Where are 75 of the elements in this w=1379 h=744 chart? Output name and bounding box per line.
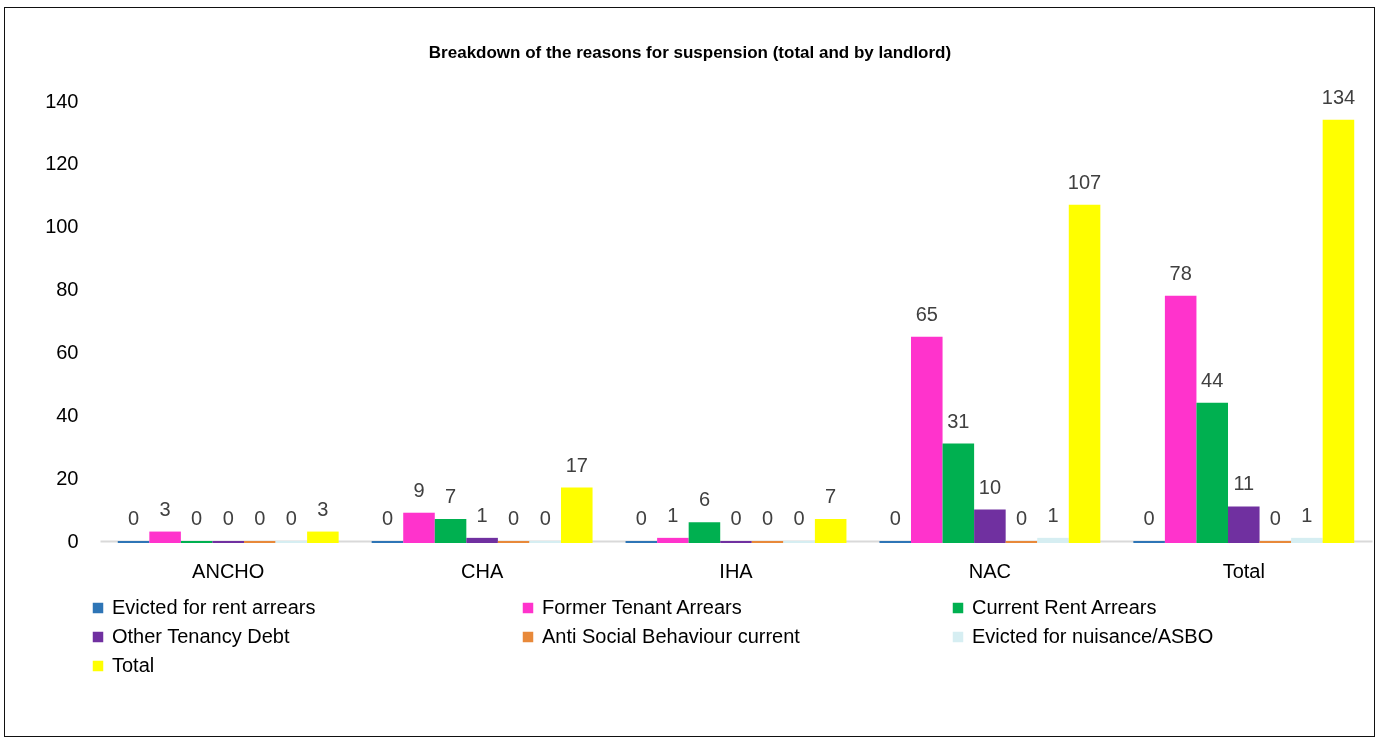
data-label: 0 <box>1015 507 1028 529</box>
data-label: 31 <box>947 409 970 432</box>
data-label: 10 <box>978 475 1002 498</box>
data-label: 0 <box>254 507 266 529</box>
legend-label: Evicted for nuisance/ASBO <box>972 625 1214 647</box>
data-label: 44 <box>1201 368 1224 391</box>
data-label: 0 <box>730 507 742 529</box>
data-label: 134 <box>1321 85 1356 108</box>
bar <box>434 519 467 543</box>
data-label: 1 <box>1301 503 1313 526</box>
y-tick-label: 0 <box>67 529 79 552</box>
x-tick-label: Total <box>1222 559 1265 582</box>
y-tick-label: 60 <box>56 340 79 363</box>
data-label: 0 <box>793 507 805 529</box>
data-label: 0 <box>191 507 203 529</box>
bar <box>942 443 975 543</box>
y-tick-label: 100 <box>45 215 79 238</box>
data-label: 1 <box>476 503 488 526</box>
bar <box>688 522 721 543</box>
legend-label: Evicted for rent arrears <box>112 596 316 618</box>
bar <box>1322 119 1355 543</box>
x-tick-label: NAC <box>968 559 1012 582</box>
data-label: 1 <box>667 503 679 526</box>
bar <box>403 512 435 543</box>
data-label: 0 <box>539 507 551 529</box>
x-tick-label: IHA <box>719 559 754 582</box>
data-label: 0 <box>761 507 774 529</box>
bar <box>149 531 181 543</box>
bar <box>1291 537 1323 543</box>
bar <box>466 537 498 543</box>
data-label: 1 <box>1047 503 1059 526</box>
data-label: 0 <box>285 507 297 529</box>
legend-label: Current Rent Arrears <box>972 596 1157 618</box>
data-label: 0 <box>222 507 234 529</box>
y-tick-label: 20 <box>56 466 79 489</box>
data-label: 0 <box>381 507 393 529</box>
x-tick-label: ANCHO <box>192 559 265 582</box>
bar <box>657 537 689 543</box>
data-label: 7 <box>825 485 837 507</box>
data-label: 0 <box>508 507 520 529</box>
data-label: 0 <box>1143 507 1155 529</box>
bar <box>1228 506 1260 543</box>
data-label: 17 <box>565 453 588 476</box>
data-label: 78 <box>1169 261 1192 284</box>
bar <box>911 336 943 543</box>
bar <box>974 509 1006 543</box>
data-label: 0 <box>1269 507 1281 529</box>
bar <box>1196 402 1229 543</box>
y-tick-label: 80 <box>56 278 79 301</box>
bar <box>1164 295 1197 543</box>
data-label: 3 <box>159 497 171 520</box>
legend-label: Total <box>112 654 155 676</box>
y-tick-label: 120 <box>45 152 79 175</box>
data-label: 3 <box>317 497 329 520</box>
chart-title: Breakdown of the reasons for suspension (total and by landlord) <box>428 42 952 62</box>
data-label: 0 <box>889 507 901 529</box>
data-label: 7 <box>444 485 457 507</box>
bar <box>561 487 593 543</box>
legend-label: Former Tenant Arrears <box>542 596 742 618</box>
bar <box>814 519 847 543</box>
data-label: 0 <box>127 507 140 529</box>
legend-label: Anti Social Behaviour current <box>542 625 801 647</box>
bar <box>1068 204 1101 543</box>
legend-label: Other Tenancy Debt <box>112 625 290 647</box>
y-tick-label: 140 <box>45 89 79 112</box>
data-label: 9 <box>413 478 425 501</box>
data-label: 107 <box>1067 170 1102 193</box>
data-label: 65 <box>915 302 938 325</box>
data-label: 0 <box>635 507 647 529</box>
bar <box>1037 537 1069 543</box>
x-tick-label: CHA <box>460 559 504 582</box>
bar <box>307 531 339 543</box>
y-tick-label: 40 <box>56 403 79 426</box>
data-label: 6 <box>698 488 711 511</box>
data-label: 11 <box>1233 472 1255 495</box>
